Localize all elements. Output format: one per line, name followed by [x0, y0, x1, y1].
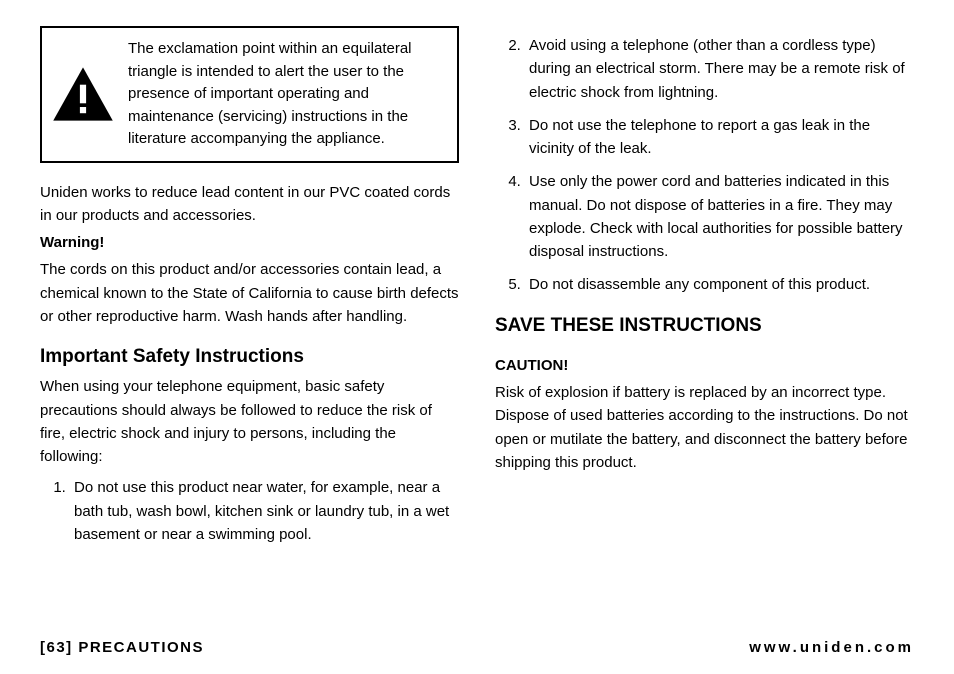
two-column-layout: The exclamation point within an equilate… [40, 26, 914, 629]
safety-item: Do not disassemble any component of this… [525, 273, 914, 296]
right-column: Avoid using a telephone (other than a co… [495, 26, 914, 629]
safety-item: Do not use the telephone to report a gas… [525, 114, 914, 161]
safety-instructions-intro: When using your telephone equipment, bas… [40, 375, 459, 468]
exclamation-notice-box: The exclamation point within an equilate… [40, 26, 459, 163]
caution-label: CAUTION! [495, 354, 914, 377]
safety-list-left: Do not use this product near water, for … [40, 476, 459, 546]
lead-reduction-notice: Uniden works to reduce lead content in o… [40, 181, 459, 228]
exclamation-notice-text: The exclamation point within an equilate… [128, 38, 443, 151]
safety-list-right: Avoid using a telephone (other than a co… [495, 34, 914, 297]
save-instructions-heading: SAVE THESE INSTRUCTIONS [495, 311, 914, 340]
caution-body: Risk of explosion if battery is replaced… [495, 381, 914, 474]
warning-label: Warning! [40, 231, 459, 254]
lead-warning-body: The cords on this product and/or accesso… [40, 258, 459, 328]
footer-page-label: [63] PRECAUTIONS [40, 639, 204, 656]
left-column: The exclamation point within an equilate… [40, 26, 459, 629]
safety-instructions-heading: Important Safety Instructions [40, 342, 459, 371]
safety-item: Avoid using a telephone (other than a co… [525, 34, 914, 104]
footer-url: www.uniden.com [749, 639, 914, 656]
page-footer: [63] PRECAUTIONS www.uniden.com [40, 629, 914, 674]
manual-page: The exclamation point within an equilate… [0, 0, 954, 674]
safety-item: Use only the power cord and batteries in… [525, 170, 914, 263]
safety-item: Do not use this product near water, for … [70, 476, 459, 546]
warning-triangle-icon [52, 66, 114, 122]
